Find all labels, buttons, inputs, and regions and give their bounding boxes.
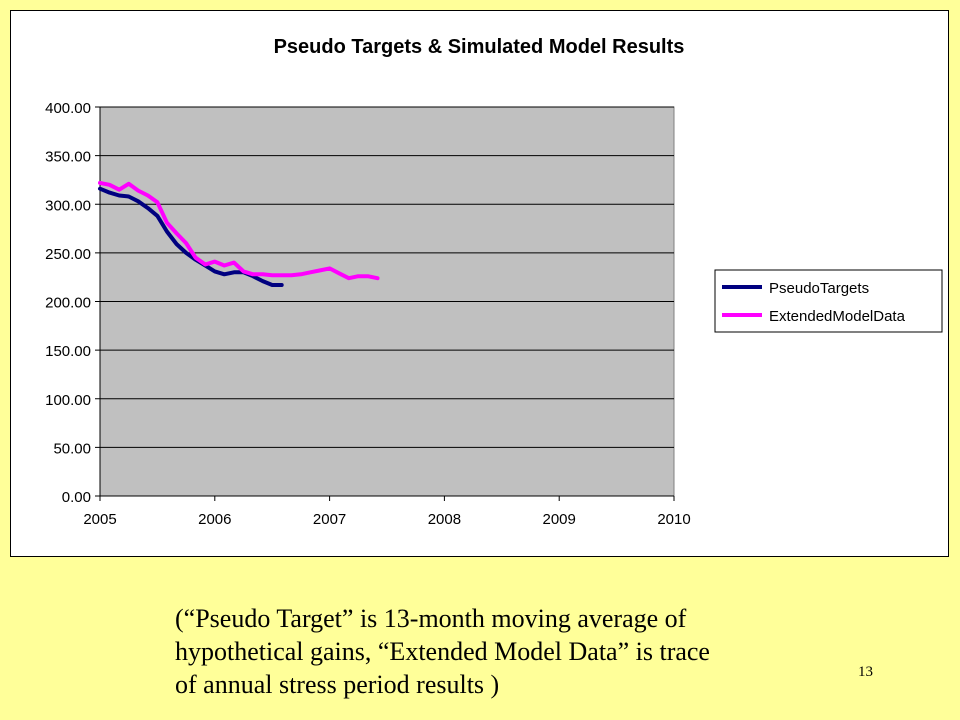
y-tick-label: 300.00 (45, 197, 91, 214)
caption-line: hypothetical gains, “Extended Model Data… (175, 637, 710, 666)
x-tick-label: 2007 (313, 511, 346, 528)
y-tick-label: 250.00 (45, 246, 91, 263)
x-tick-label: 2006 (198, 511, 231, 528)
chart-frame: Pseudo Targets & Simulated Model Results… (10, 10, 949, 557)
y-tick-label: 200.00 (45, 295, 91, 312)
caption-line: (“Pseudo Target” is 13-month moving aver… (175, 604, 687, 633)
page-number: 13 (858, 664, 873, 680)
chart-title: Pseudo Targets & Simulated Model Results (274, 36, 685, 58)
y-tick-label: 150.00 (45, 343, 91, 360)
slide-caption: (“Pseudo Target” is 13-month moving aver… (175, 602, 855, 701)
x-tick-label: 2005 (83, 511, 116, 528)
line-chart: Pseudo Targets & Simulated Model Results… (45, 36, 943, 528)
series-line-extendedmodeldata (98, 180, 380, 281)
y-tick-label: 100.00 (45, 392, 91, 409)
legend-label: PseudoTargets (769, 280, 869, 297)
y-tick-label: 0.00 (62, 489, 91, 506)
y-tick-label: 400.00 (45, 100, 91, 117)
legend-label: ExtendedModelData (769, 308, 906, 325)
y-tick-label: 350.00 (45, 149, 91, 166)
y-tick-label: 50.00 (53, 440, 91, 457)
caption-line: of annual stress period results ) (175, 670, 500, 699)
x-tick-label: 2009 (543, 511, 576, 528)
legend-box (714, 269, 943, 333)
x-tick-label: 2010 (657, 511, 690, 528)
x-tick-label: 2008 (428, 511, 461, 528)
